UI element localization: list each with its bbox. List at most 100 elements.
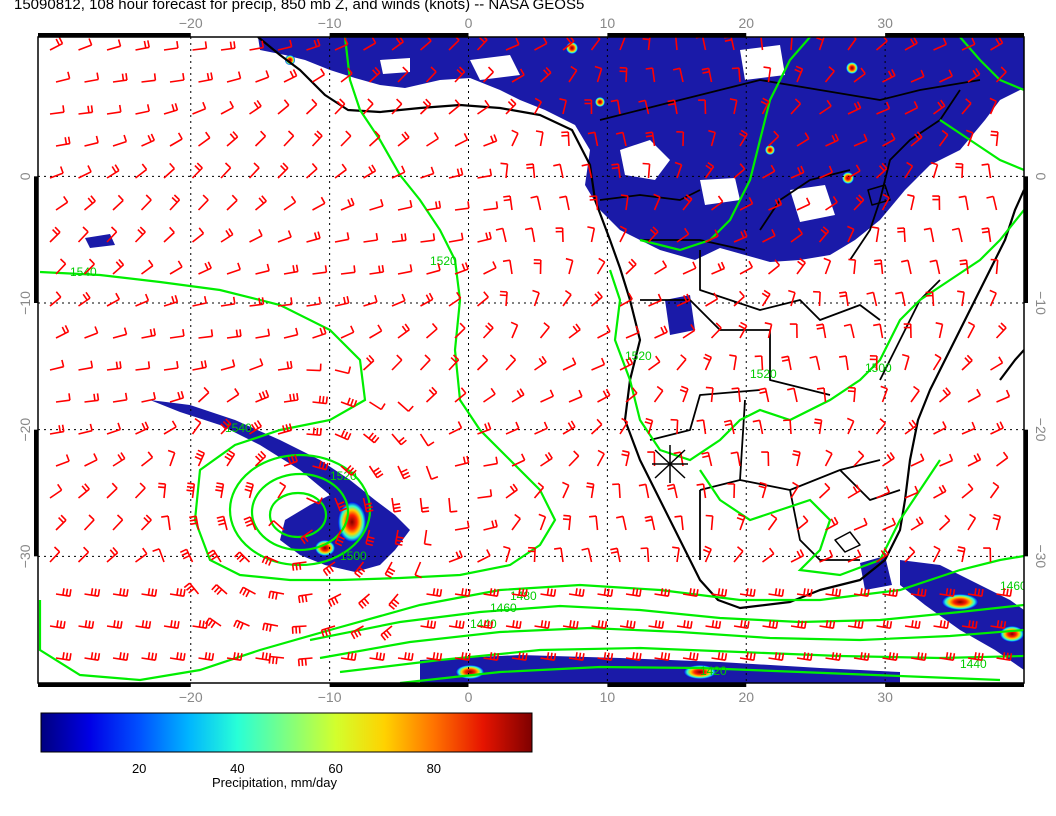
precip-area-southeast [900, 560, 1024, 670]
wind-barb-666 [625, 652, 642, 661]
wind-barb-313 [255, 328, 271, 339]
wind-barb-89 [638, 99, 650, 115]
wind-barb-264 [796, 257, 806, 275]
wind-barb-273 [78, 291, 91, 307]
border-seg-left-1 [34, 429, 38, 557]
wind-barb-175 [197, 194, 209, 211]
wind-barb-620 [262, 622, 279, 632]
wind-barb-486 [334, 497, 347, 512]
wind-barb-454 [397, 465, 411, 480]
wind-barb-295 [705, 292, 719, 307]
wind-barb-629 [534, 620, 551, 629]
wind-barb-358 [562, 357, 577, 371]
wind-barb-560 [503, 545, 511, 563]
wind-barb-304 [957, 290, 965, 307]
wind-barb-193 [711, 195, 724, 211]
wind-barb-501 [758, 481, 768, 499]
wind-barb-443 [84, 453, 98, 467]
wind-barb-82 [448, 99, 461, 115]
wind-barb-347 [249, 358, 264, 371]
colorbar-tick-0: 20 [132, 761, 146, 776]
contour-label-13: 1420 [700, 664, 727, 678]
wind-barb-232 [847, 225, 855, 243]
wind-barb-6 [220, 41, 236, 51]
wind-barb-67 [995, 66, 1007, 83]
wind-barb-571 [819, 549, 834, 563]
wind-barb-37 [141, 73, 157, 83]
wind-barb-431 [696, 419, 707, 435]
wind-barb-402 [847, 386, 856, 403]
wind-barb-589 [358, 593, 371, 609]
wind-barb-108 [226, 131, 239, 147]
wind-barb-371 [932, 353, 942, 371]
wind-barb-561 [527, 546, 536, 563]
wind-barb-332 [789, 323, 798, 339]
wind-barb-497 [638, 483, 650, 499]
wind-barb-635 [705, 620, 722, 629]
lat-label-left-2: −20 [17, 418, 33, 442]
wind-barb-605 [825, 588, 842, 597]
wind-barb-593 [483, 588, 500, 597]
wind-barb-576 [957, 546, 966, 563]
wind-barb-41 [255, 70, 270, 83]
wind-barb-202 [958, 195, 969, 211]
wind-barb-72 [163, 103, 179, 115]
wind-barb-480 [158, 482, 167, 499]
wind-barb-296 [733, 290, 745, 307]
wind-barb-380 [226, 388, 240, 403]
wind-barb-146 [334, 163, 347, 179]
wind-barb-69 [78, 105, 94, 115]
wind-barb-623 [350, 625, 364, 640]
wind-barb-417 [306, 427, 322, 436]
wind-barb-489 [419, 497, 430, 513]
wind-barb-558 [448, 550, 463, 563]
wind-barb-109 [254, 130, 267, 147]
wind-barb-318 [397, 323, 410, 339]
colorbar-ticks: 20 40 60 80 [132, 761, 441, 776]
wind-barb-27 [816, 37, 825, 51]
wind-barb-80 [391, 98, 403, 115]
wind-barb-217 [420, 233, 436, 243]
wind-barb-22 [668, 37, 678, 51]
wind-barb-112 [340, 130, 352, 147]
wind-barb-129 [825, 133, 840, 147]
wind-barb-523 [423, 529, 432, 546]
wind-barb-107 [198, 131, 211, 147]
wind-barb-198 [853, 194, 865, 211]
wind-barb-252 [454, 262, 469, 275]
contour-label-6: 1460 [490, 601, 517, 615]
wind-barb-495 [586, 482, 595, 499]
wind-barb-584 [211, 584, 228, 596]
wind-barb-210 [220, 228, 234, 243]
wind-barb-401 [816, 387, 827, 403]
wind-barb-207 [134, 226, 146, 243]
wind-barb-190 [620, 194, 629, 211]
wind-barb-121 [587, 131, 599, 147]
wind-barb-398 [731, 387, 741, 403]
wind-barb-250 [397, 264, 413, 275]
wind-barb-673 [825, 652, 842, 661]
wind-barb-391 [540, 389, 555, 403]
wind-barb-272 [49, 291, 62, 307]
wind-barb-518 [268, 520, 285, 531]
wind-barb-142 [220, 162, 232, 179]
precip-area-small-3 [665, 295, 695, 335]
wind-barb-652 [226, 652, 243, 661]
wind-barb-648 [112, 652, 129, 661]
wind-barb-231 [818, 226, 830, 243]
wind-barb-600 [682, 588, 699, 597]
wind-barb-473 [939, 453, 954, 467]
wind-barb-595 [540, 588, 557, 597]
wind-barb-360 [619, 357, 634, 371]
wind-barb-83 [477, 99, 490, 115]
wind-barb-500 [727, 483, 736, 499]
wind-barb-155 [581, 163, 593, 179]
wind-barb-439 [933, 421, 947, 435]
wind-barb-478 [106, 482, 118, 499]
wind-barb-55 [645, 67, 656, 83]
wind-barb-100 [961, 98, 972, 115]
wind-barb-254 [502, 259, 513, 275]
wind-barb-230 [790, 227, 803, 243]
wind-barb-450 [283, 454, 298, 467]
